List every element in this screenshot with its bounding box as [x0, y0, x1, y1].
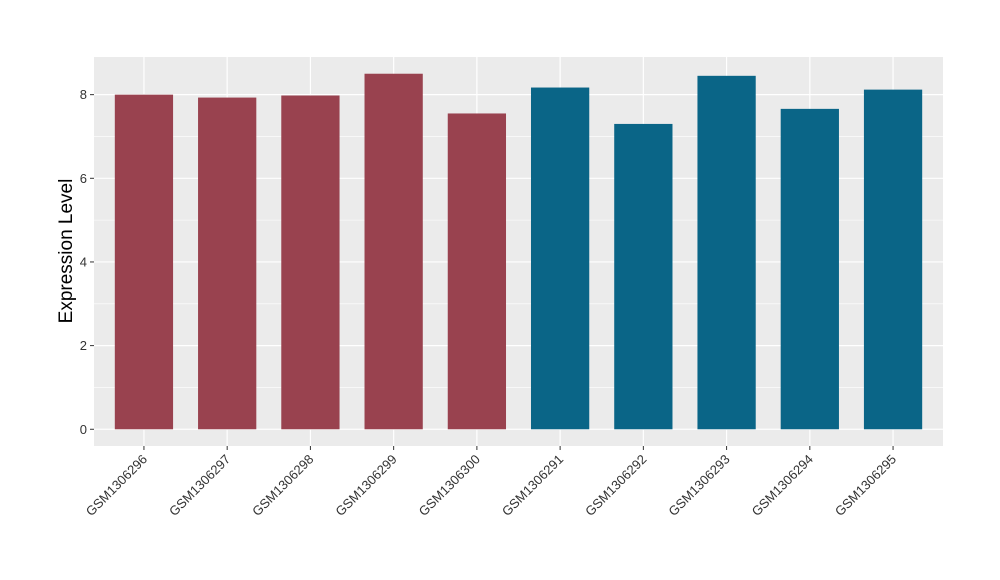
y-tick-label: 8 [80, 87, 87, 102]
x-tick-label: GSM1306294 [749, 452, 816, 519]
bar-GSM1306300 [447, 113, 507, 430]
x-axis: GSM1306296 GSM1306297 GSM1306298 GSM1306299… [83, 446, 899, 519]
y-axis: 0 2 4 6 8 [80, 87, 94, 437]
x-tick-label: GSM1306291 [499, 452, 566, 519]
bar-GSM1306293 [697, 75, 756, 430]
bar-GSM1306296 [114, 94, 174, 430]
bar-GSM1306295 [863, 89, 923, 430]
y-tick-label: 2 [80, 338, 87, 353]
x-tick-label: GSM1306297 [166, 452, 233, 519]
y-tick-label: 6 [80, 171, 87, 186]
x-tick-label: GSM1306295 [832, 452, 899, 519]
bar-GSM1306291 [530, 87, 590, 430]
bar-GSM1306294 [780, 108, 839, 430]
bars-group [114, 73, 923, 430]
x-tick-label: GSM1306300 [416, 452, 483, 519]
x-tick-label: GSM1306293 [665, 452, 732, 519]
y-tick-label: 4 [80, 254, 87, 269]
x-tick-label: GSM1306296 [83, 452, 150, 519]
x-tick-label: GSM1306299 [332, 452, 399, 519]
bar-GSM1306299 [364, 73, 423, 430]
x-tick-label: GSM1306292 [582, 452, 649, 519]
y-axis-title: Expression Level [56, 179, 77, 324]
x-tick-label: GSM1306298 [249, 452, 316, 519]
bar-GSM1306297 [198, 97, 257, 430]
bar-GSM1306292 [614, 123, 673, 430]
bar-GSM1306298 [281, 95, 340, 430]
y-tick-label: 0 [80, 422, 87, 437]
